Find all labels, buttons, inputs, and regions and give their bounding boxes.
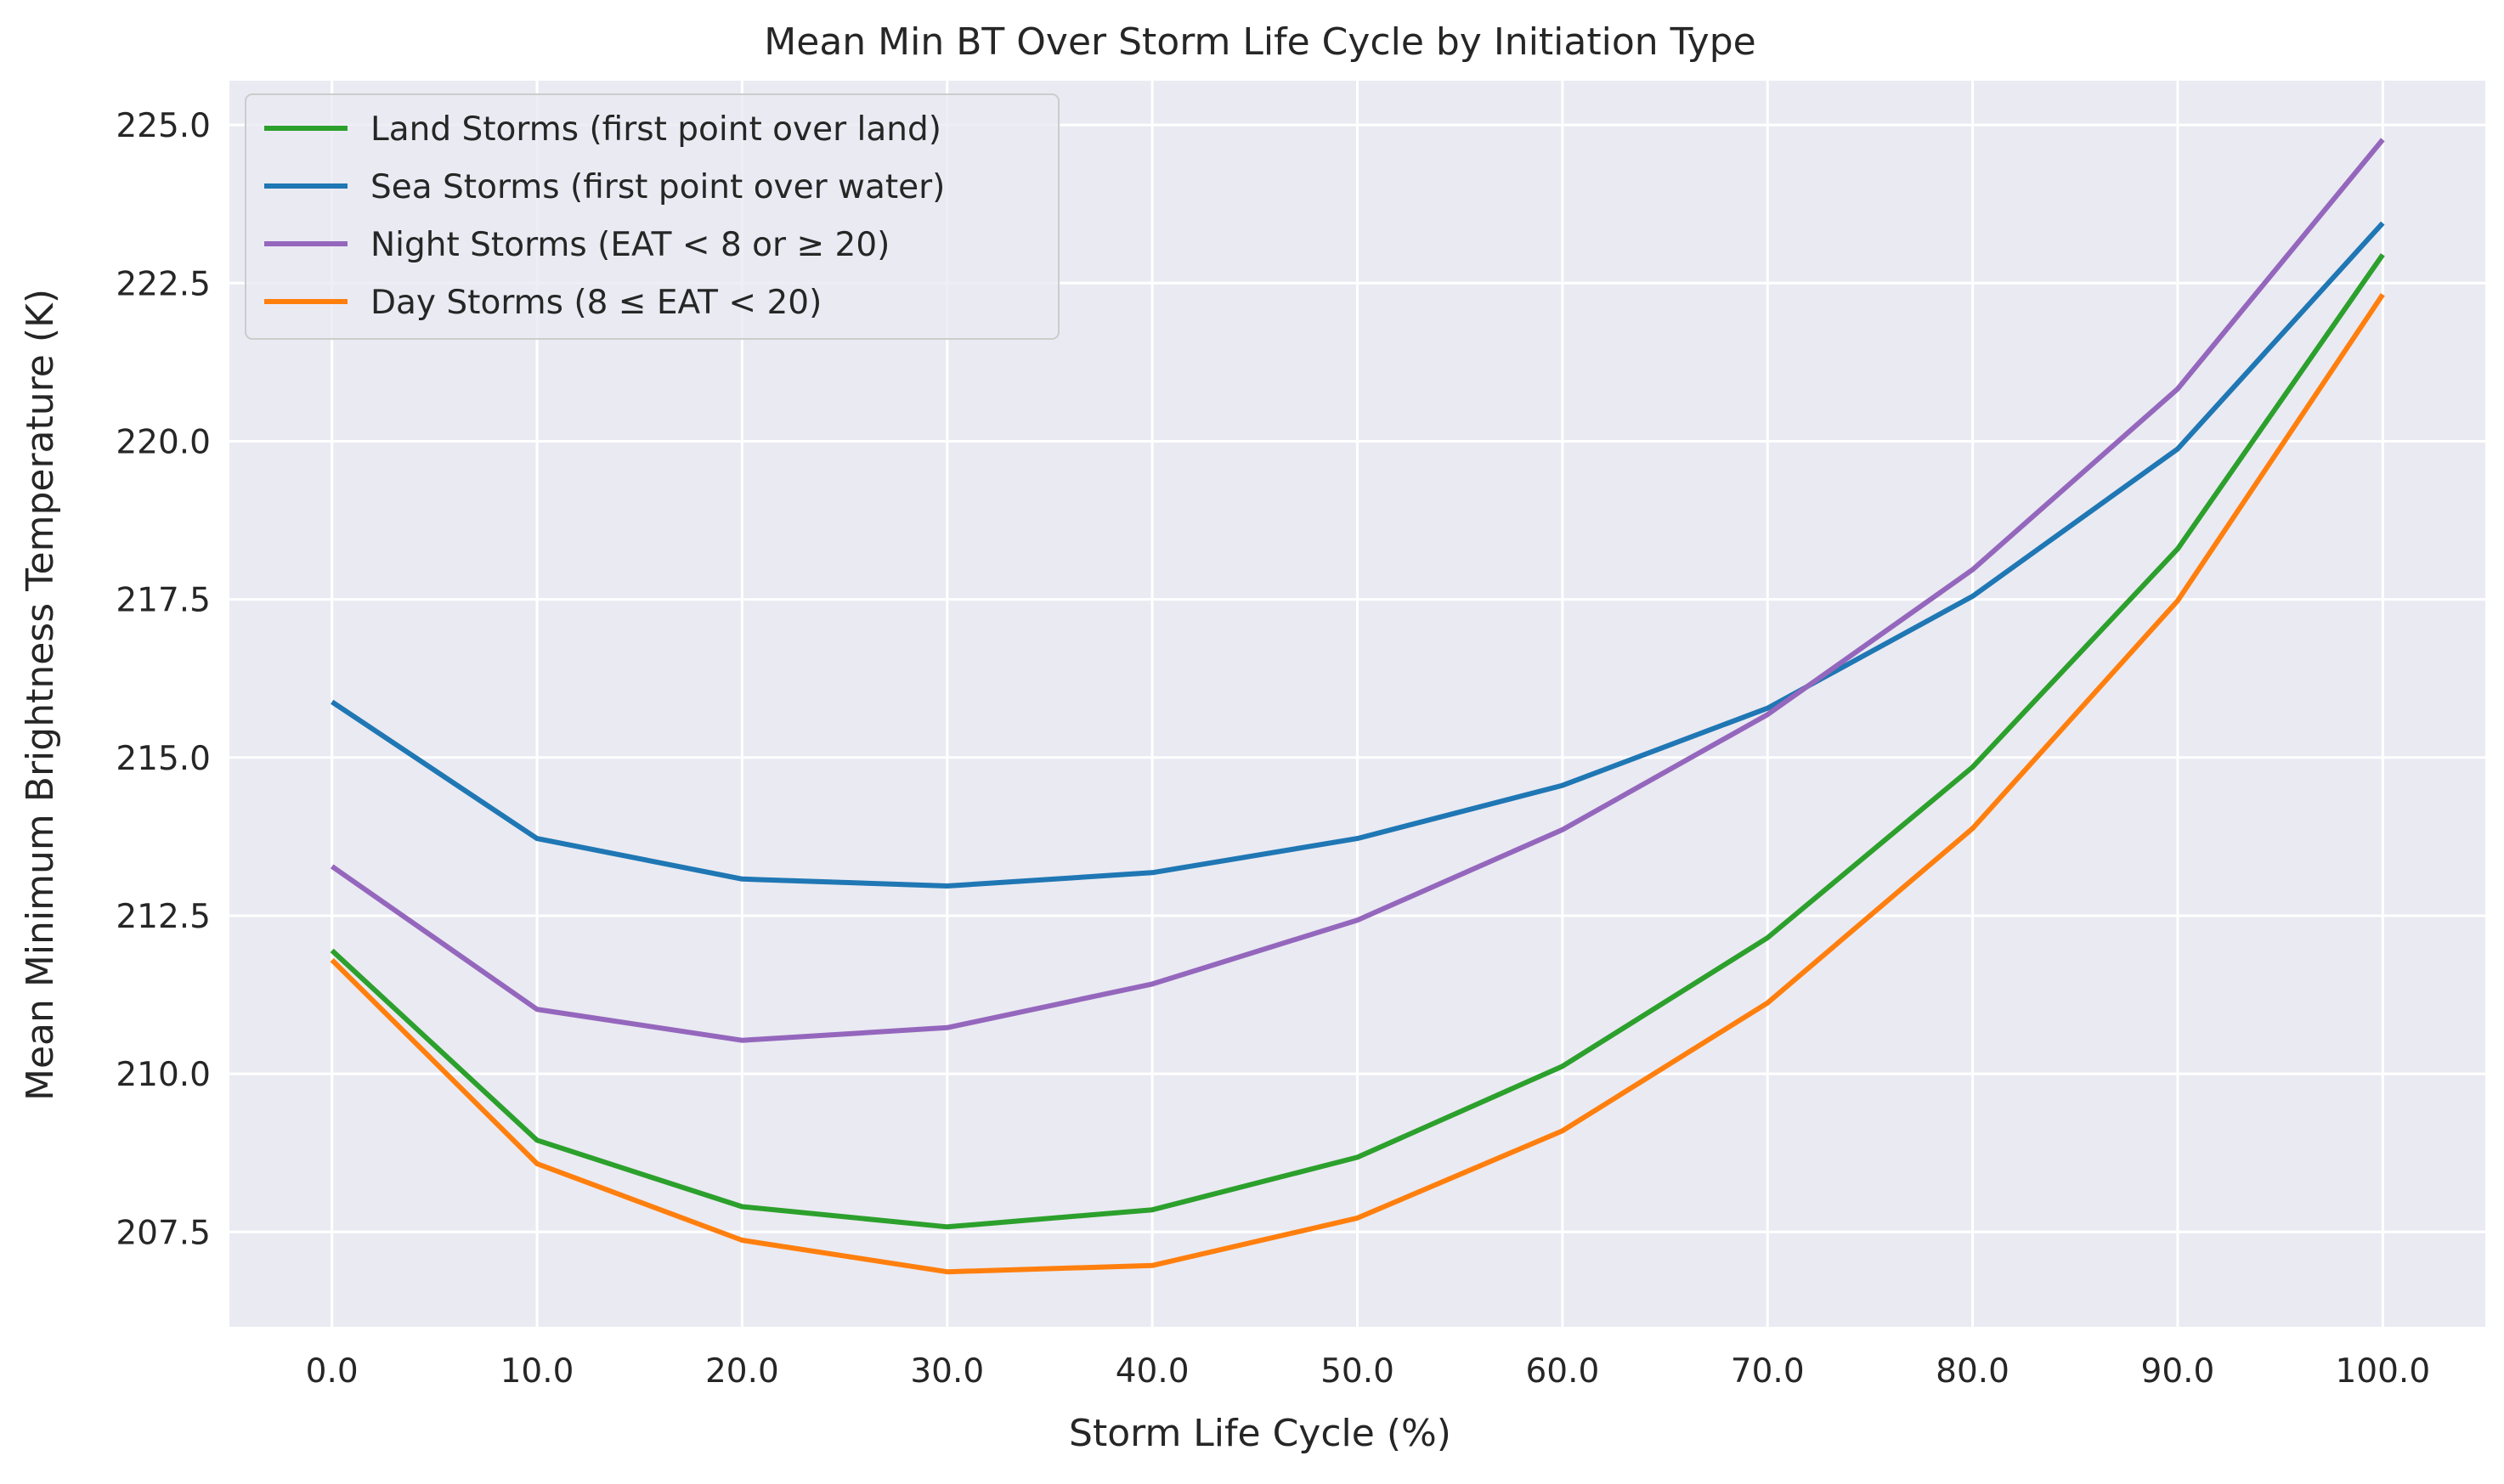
y-tick-label: 222.5 <box>116 265 211 303</box>
legend-label: Sea Storms (first point over water) <box>370 168 945 206</box>
x-tick-label: 20.0 <box>705 1352 779 1391</box>
series-line <box>330 293 2385 1275</box>
y-tick-label: 207.5 <box>116 1214 211 1252</box>
x-tick-label: 70.0 <box>1731 1352 1805 1391</box>
y-axis-label: Mean Minimum Brightness Temperature (K) <box>19 289 62 1101</box>
x-tick-label: 100.0 <box>2335 1352 2430 1391</box>
legend-label: Day Storms (8 ≤ EAT < 20) <box>370 284 822 322</box>
legend-label: Night Storms (EAT < 8 or ≥ 20) <box>370 226 890 264</box>
chart-title: Mean Min BT Over Storm Life Cycle by Ini… <box>764 20 1755 64</box>
y-tick-label: 210.0 <box>116 1056 211 1094</box>
x-tick-label: 80.0 <box>1936 1352 2009 1391</box>
x-axis-label: Storm Life Cycle (%) <box>1069 1412 1451 1455</box>
series-line <box>330 138 2385 1043</box>
x-tick-label: 50.0 <box>1320 1352 1394 1391</box>
y-tick-label: 217.5 <box>116 582 211 620</box>
x-tick-label: 60.0 <box>1525 1352 1599 1391</box>
legend-frame <box>245 93 1060 340</box>
y-tick-label: 212.5 <box>116 898 211 936</box>
legend: Land Storms (first point over land) Sea S… <box>245 93 1060 340</box>
series-line <box>330 253 2385 1230</box>
x-axis-ticks: 0.0 10.0 20.0 30.0 40.0 50.0 60.0 70.0 80.0 90.0 1… <box>306 1352 2430 1391</box>
y-tick-label: 215.0 <box>116 740 211 778</box>
y-axis-ticks: 207.5 210.0 212.5 215.0 217.5 220.0 222.5 225.0 <box>116 107 211 1252</box>
y-tick-label: 220.0 <box>116 423 211 461</box>
x-tick-label: 0.0 <box>306 1352 359 1391</box>
series-line <box>331 221 2385 889</box>
y-tick-label: 225.0 <box>116 107 211 145</box>
x-tick-label: 40.0 <box>1116 1352 1190 1391</box>
series-lines <box>330 138 2385 1275</box>
x-tick-label: 10.0 <box>500 1352 574 1391</box>
x-tick-label: 30.0 <box>910 1352 984 1391</box>
legend-label: Land Storms (first point over land) <box>370 110 941 149</box>
x-tick-label: 90.0 <box>2141 1352 2215 1391</box>
